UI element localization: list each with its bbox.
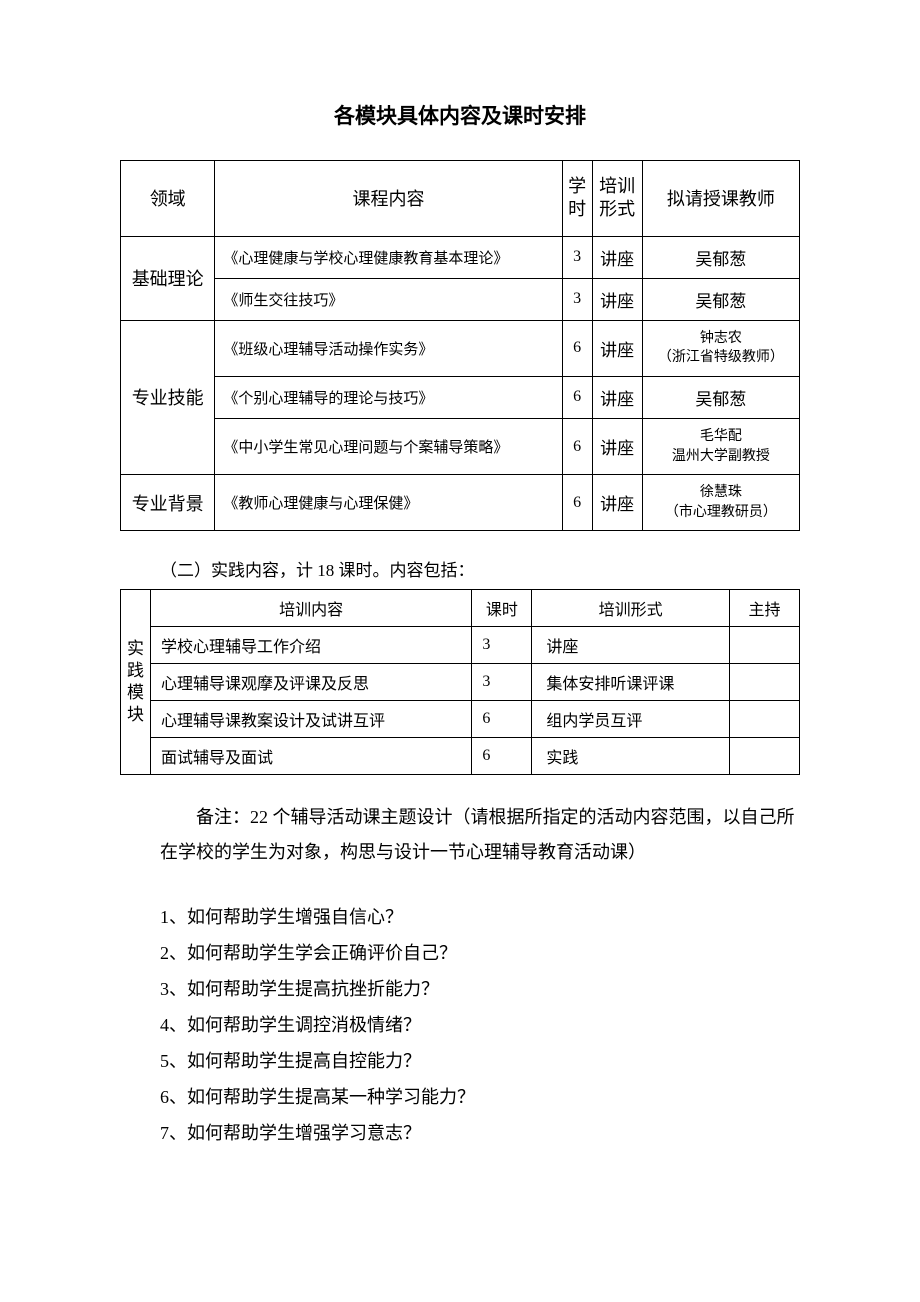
hours-cell: 6 xyxy=(562,320,592,376)
table-header-row: 领域 课程内容 学时 培训形式 拟请授课教师 xyxy=(121,161,800,237)
format-cell: 讲座 xyxy=(592,278,642,320)
table-row: 面试辅导及面试 6 实践 xyxy=(121,738,800,775)
table-row: 心理辅导课观摩及评课及反思 3 集体安排听课评课 xyxy=(121,664,800,701)
header-hours: 学时 xyxy=(562,161,592,237)
hours-cell: 3 xyxy=(562,236,592,278)
content-cell: 《教师心理健康与心理保健》 xyxy=(215,475,562,531)
content-cell: 《师生交往技巧》 xyxy=(215,278,562,320)
list-item: 6、如何帮助学生提高某一种学习能力？ xyxy=(160,1079,800,1115)
header-hours: 课时 xyxy=(472,590,532,627)
table-row: 基础理论 《心理健康与学校心理健康教育基本理论》 3 讲座 吴郁葱 xyxy=(121,236,800,278)
domain-cell: 专业背景 xyxy=(121,475,215,531)
host-cell xyxy=(730,738,800,775)
hours-cell: 3 xyxy=(472,664,532,701)
content-cell: 学校心理辅导工作介绍 xyxy=(151,627,472,664)
list-item: 3、如何帮助学生提高抗挫折能力？ xyxy=(160,971,800,1007)
hours-cell: 6 xyxy=(562,376,592,418)
header-content: 培训内容 xyxy=(151,590,472,627)
domain-cell: 专业技能 xyxy=(121,320,215,474)
content-cell: 《心理健康与学校心理健康教育基本理论》 xyxy=(215,236,562,278)
table-row: 《师生交往技巧》 3 讲座 吴郁葱 xyxy=(121,278,800,320)
content-cell: 《班级心理辅导活动操作实务》 xyxy=(215,320,562,376)
section-intro: （二）实践内容，计 18 课时。内容包括： xyxy=(160,556,800,581)
teacher-cell: 吴郁葱 xyxy=(642,278,799,320)
format-cell: 讲座 xyxy=(592,320,642,376)
table-row: 专业背景 《教师心理健康与心理保健》 6 讲座 徐慧珠（市心理教研员） xyxy=(121,475,800,531)
hours-cell: 3 xyxy=(472,627,532,664)
header-format: 培训形式 xyxy=(592,161,642,237)
header-host: 主持 xyxy=(730,590,800,627)
format-cell: 讲座 xyxy=(592,376,642,418)
content-cell: 心理辅导课观摩及评课及反思 xyxy=(151,664,472,701)
table-row: 心理辅导课教案设计及试讲互评 6 组内学员互评 xyxy=(121,701,800,738)
sidelabel-cell: 实践模块 xyxy=(121,590,151,775)
header-domain: 领域 xyxy=(121,161,215,237)
page-title: 各模块具体内容及课时安排 xyxy=(120,100,800,130)
format-cell: 讲座 xyxy=(592,475,642,531)
host-cell xyxy=(730,627,800,664)
content-cell: 《个别心理辅导的理论与技巧》 xyxy=(215,376,562,418)
teacher-cell: 钟志农（浙江省特级教师） xyxy=(642,320,799,376)
table-row: 专业技能 《班级心理辅导活动操作实务》 6 讲座 钟志农（浙江省特级教师） xyxy=(121,320,800,376)
hours-cell: 6 xyxy=(472,738,532,775)
header-format: 培训形式 xyxy=(532,590,730,627)
format-cell: 组内学员互评 xyxy=(532,701,730,738)
teacher-cell: 吴郁葱 xyxy=(642,236,799,278)
format-cell: 集体安排听课评课 xyxy=(532,664,730,701)
list-item: 5、如何帮助学生提高自控能力？ xyxy=(160,1043,800,1079)
format-cell: 实践 xyxy=(532,738,730,775)
content-cell: 《中小学生常见心理问题与个案辅导策略》 xyxy=(215,418,562,474)
list-item: 1、如何帮助学生增强自信心？ xyxy=(160,899,800,935)
format-cell: 讲座 xyxy=(592,236,642,278)
table-header-row: 实践模块 培训内容 课时 培训形式 主持 xyxy=(121,590,800,627)
hours-cell: 6 xyxy=(562,475,592,531)
format-cell: 讲座 xyxy=(532,627,730,664)
question-list: 1、如何帮助学生增强自信心？ 2、如何帮助学生学会正确评价自己？ 3、如何帮助学… xyxy=(160,899,800,1151)
domain-cell: 基础理论 xyxy=(121,236,215,320)
hours-cell: 3 xyxy=(562,278,592,320)
format-cell: 讲座 xyxy=(592,418,642,474)
host-cell xyxy=(730,701,800,738)
table-row: 《个别心理辅导的理论与技巧》 6 讲座 吴郁葱 xyxy=(121,376,800,418)
note-text: 备注：22 个辅导活动课主题设计（请根据所指定的活动内容范围，以自己所在学校的学… xyxy=(160,800,800,868)
content-cell: 面试辅导及面试 xyxy=(151,738,472,775)
header-teacher: 拟请授课教师 xyxy=(642,161,799,237)
teacher-cell: 毛华配温州大学副教授 xyxy=(642,418,799,474)
header-content: 课程内容 xyxy=(215,161,562,237)
hours-cell: 6 xyxy=(472,701,532,738)
hours-cell: 6 xyxy=(562,418,592,474)
content-cell: 心理辅导课教案设计及试讲互评 xyxy=(151,701,472,738)
teacher-cell: 徐慧珠（市心理教研员） xyxy=(642,475,799,531)
list-item: 7、如何帮助学生增强学习意志？ xyxy=(160,1115,800,1151)
list-item: 4、如何帮助学生调控消极情绪？ xyxy=(160,1007,800,1043)
course-table: 领域 课程内容 学时 培训形式 拟请授课教师 基础理论 《心理健康与学校心理健康… xyxy=(120,160,800,531)
table-row: 学校心理辅导工作介绍 3 讲座 xyxy=(121,627,800,664)
table-row: 《中小学生常见心理问题与个案辅导策略》 6 讲座 毛华配温州大学副教授 xyxy=(121,418,800,474)
host-cell xyxy=(730,664,800,701)
practice-table: 实践模块 培训内容 课时 培训形式 主持 学校心理辅导工作介绍 3 讲座 心理辅… xyxy=(120,589,800,775)
teacher-cell: 吴郁葱 xyxy=(642,376,799,418)
list-item: 2、如何帮助学生学会正确评价自己？ xyxy=(160,935,800,971)
